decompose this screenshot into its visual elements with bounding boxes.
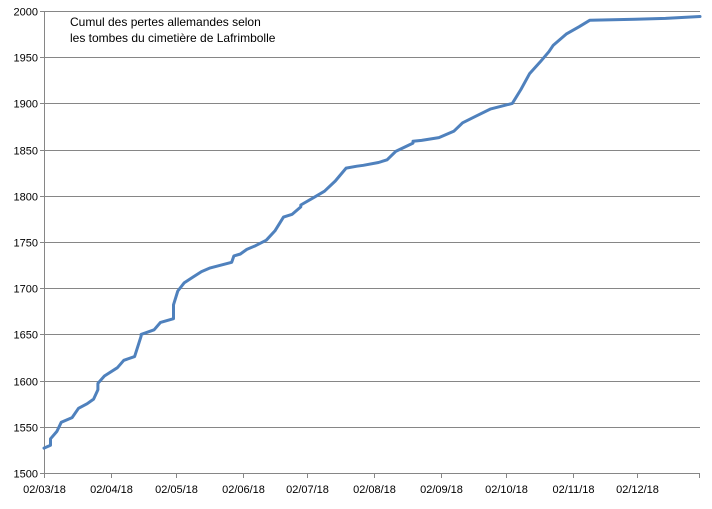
x-tick-label: 02/04/18 (90, 484, 133, 496)
y-tick-label: 1750 (14, 238, 38, 250)
x-tick-label: 02/06/18 (222, 484, 265, 496)
y-tick-label: 1550 (14, 423, 38, 435)
x-axis-ticks: 02/03/18 02/04/18 02/05/18 02/06/18 02/07/18… (23, 473, 700, 496)
x-tick-label: 02/11/18 (552, 484, 594, 496)
y-tick-label: 1700 (14, 284, 38, 296)
chart-title-line-1: Cumul des pertes allemandes selon (70, 15, 261, 29)
x-tick-label: 02/07/18 (286, 484, 329, 496)
gridlines (44, 11, 700, 428)
series-line (42, 15, 702, 450)
axes (44, 11, 700, 474)
y-tick-label: 2000 (14, 7, 38, 19)
y-tick-label: 1500 (14, 469, 38, 481)
y-tick-label: 1900 (14, 99, 38, 111)
y-tick-label: 1850 (14, 146, 38, 158)
y-tick-label: 1950 (14, 53, 38, 65)
x-tick-label: 02/12/18 (616, 484, 659, 496)
x-tick-label: 02/03/18 (23, 484, 66, 496)
series-layer (42, 15, 702, 450)
x-tick-label: 02/08/18 (353, 484, 396, 496)
y-tick-label: 1600 (14, 377, 38, 389)
x-tick-label: 02/10/18 (485, 484, 528, 496)
y-tick-label: 1800 (14, 192, 38, 204)
x-tick-label: 02/09/18 (420, 484, 463, 496)
x-tick-label: 02/05/18 (155, 484, 198, 496)
chart-title-line-2: les tombes du cimetière de Lafrimbolle (70, 31, 276, 45)
y-tick-label: 1650 (14, 330, 38, 342)
y-axis-ticks: 1500 1550 1600 1650 1700 1750 1800 1850 1900 1950… (14, 7, 44, 481)
